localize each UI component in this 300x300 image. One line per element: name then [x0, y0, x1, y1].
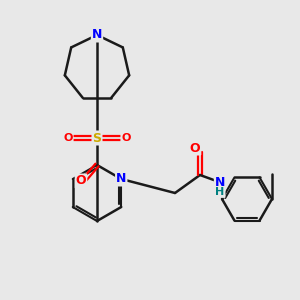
Text: H: H: [215, 187, 225, 197]
Text: N: N: [215, 176, 225, 188]
Text: N: N: [116, 172, 126, 185]
Text: O: O: [190, 142, 200, 154]
Text: O: O: [63, 133, 73, 143]
Text: S: S: [92, 131, 101, 145]
Text: N: N: [92, 28, 102, 41]
Text: O: O: [76, 175, 86, 188]
Text: O: O: [121, 133, 131, 143]
